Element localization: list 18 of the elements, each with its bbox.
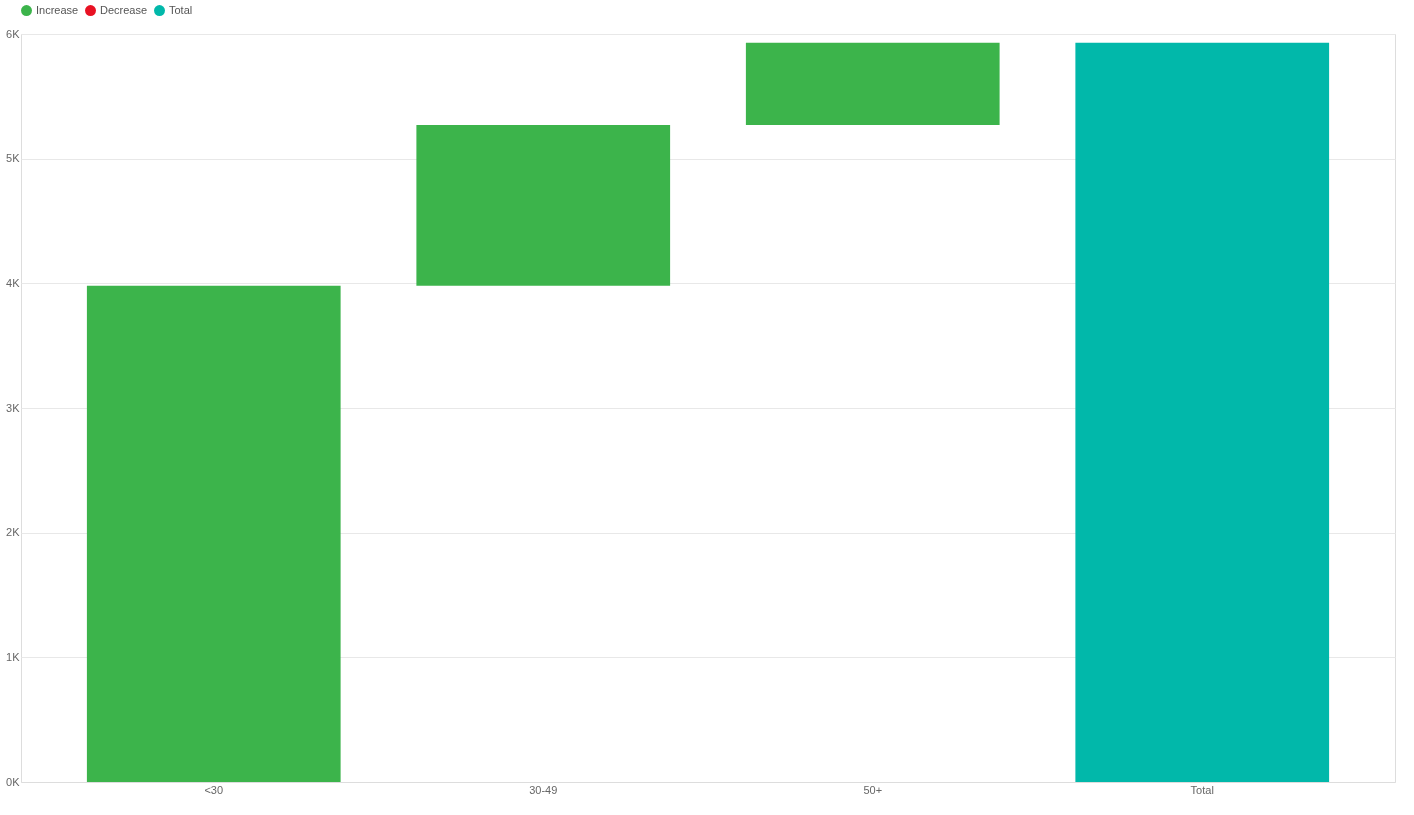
y-tick-label: 2K — [6, 526, 21, 539]
y-tick-label: 3K — [6, 401, 21, 414]
y-tick-label: 5K — [6, 152, 21, 165]
legend-label: Increase — [36, 3, 79, 16]
x-tick-label: <30 — [204, 783, 224, 796]
y-tick-label: 0K — [6, 775, 21, 788]
x-tick-label: 50+ — [863, 783, 883, 796]
legend-label: Decrease — [100, 3, 148, 16]
bar — [1075, 42, 1330, 782]
x-tick-label: 30-49 — [529, 783, 558, 796]
y-tick-label: 4K — [6, 276, 21, 289]
x-tick-label: Total — [1190, 783, 1214, 796]
legend-label: Total — [169, 3, 193, 16]
y-tick-label: 1K — [6, 650, 21, 663]
bar — [745, 42, 1000, 126]
bar — [86, 285, 341, 782]
bar — [416, 125, 671, 286]
y-tick-label: 6K — [6, 27, 21, 40]
